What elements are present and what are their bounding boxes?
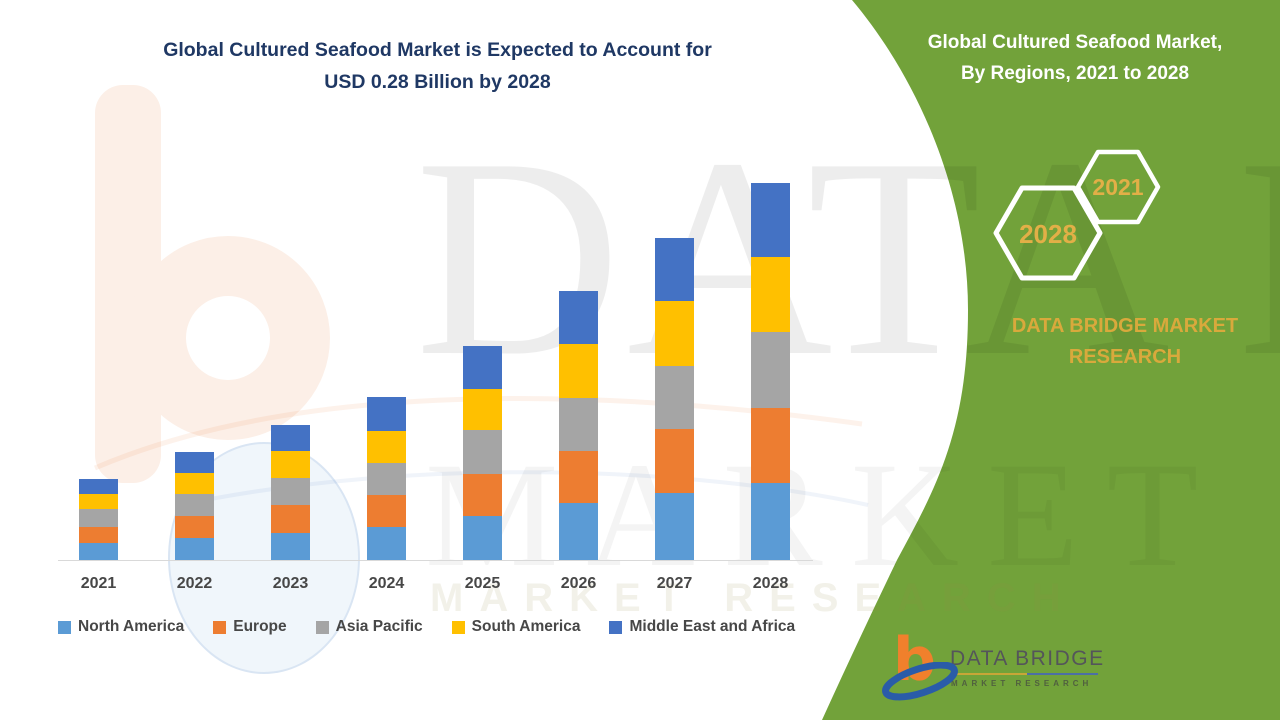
- legend-swatch-icon: [315, 620, 329, 634]
- legend-swatch-icon: [213, 620, 227, 634]
- legend-swatch-icon: [58, 620, 71, 634]
- x-axis-label-2024: 2024: [368, 575, 405, 592]
- legend-item: Asia Pacific: [315, 618, 423, 636]
- bar-segment-south-america: [559, 344, 598, 398]
- bar-2023: [271, 425, 310, 560]
- brand-text: DATA BRIDGE MARKET RESEARCH: [1011, 315, 1239, 368]
- bar-segment-europe: [175, 516, 214, 538]
- bar-segment-north-america: [655, 493, 694, 560]
- x-axis-line: [58, 560, 813, 561]
- bar-segment-middle-east-and-africa: [751, 183, 790, 257]
- hex-year-2028: 2028: [1019, 219, 1077, 249]
- x-axis-label-2021: 2021: [80, 575, 117, 592]
- bar-segment-europe: [463, 474, 502, 516]
- bar-segment-north-america: [367, 527, 406, 560]
- chart-title-line2: USD 0.28 Billion by 2028: [324, 71, 551, 93]
- bar-segment-asia-pacific: [271, 478, 310, 505]
- bar-2021: [79, 479, 118, 560]
- hex-year-2021: 2021: [1092, 174, 1144, 200]
- x-axis-label-2022: 2022: [176, 575, 213, 592]
- bar-segment-middle-east-and-africa: [655, 238, 694, 301]
- bar-segment-north-america: [79, 543, 118, 560]
- x-axis-label-2026: 2026: [560, 575, 597, 592]
- legend-label: Europe: [233, 618, 287, 635]
- chart-title-line1: Global Cultured Seafood Market is Expect…: [163, 39, 712, 61]
- bar-segment-south-america: [175, 473, 214, 494]
- legend-item: Middle East and Africa: [609, 618, 795, 636]
- bar-segment-middle-east-and-africa: [463, 346, 502, 389]
- legend-item: Europe: [213, 618, 287, 636]
- bar-segment-north-america: [751, 483, 790, 560]
- x-axis: 2021 2022 2023 2024 2025 2026 2027 2028: [0, 575, 830, 599]
- bar-segment-europe: [559, 451, 598, 503]
- bar-segment-north-america: [271, 533, 310, 560]
- logo-swoosh-icon: [882, 662, 958, 701]
- panel-title-line1: Global Cultured Seafood Market,: [927, 32, 1223, 53]
- logo-underline: [950, 673, 1098, 675]
- bar-2026: [559, 291, 598, 560]
- logo-name: DATA BRIDGE: [950, 647, 1105, 670]
- bar-segment-asia-pacific: [79, 509, 118, 527]
- x-axis-label-2023: 2023: [272, 575, 309, 592]
- bar-segment-south-america: [367, 431, 406, 463]
- bar-2022: [175, 452, 214, 560]
- legend-label: Asia Pacific: [335, 618, 423, 635]
- bar-segment-south-america: [271, 451, 310, 478]
- bar-segment-asia-pacific: [655, 366, 694, 429]
- bar-segment-middle-east-and-africa: [559, 291, 598, 344]
- bar-segment-north-america: [463, 516, 502, 560]
- bar-segment-asia-pacific: [463, 430, 502, 474]
- bar-2025: [463, 346, 502, 560]
- x-axis-label-2027: 2027: [656, 575, 693, 592]
- bar-2027: [655, 238, 694, 560]
- bar-segment-north-america: [175, 538, 214, 560]
- bar-segment-south-america: [463, 389, 502, 430]
- bar-segment-middle-east-and-africa: [271, 425, 310, 451]
- bar-2024: [367, 397, 406, 560]
- bar-segment-middle-east-and-africa: [79, 479, 118, 494]
- legend-swatch-icon: [609, 620, 623, 634]
- bar-segment-asia-pacific: [559, 398, 598, 451]
- bar-segment-europe: [271, 505, 310, 533]
- chart-plot: [79, 183, 790, 560]
- legend-label: Middle East and Africa: [629, 618, 796, 635]
- bar-segment-middle-east-and-africa: [175, 452, 214, 473]
- bar-segment-europe: [751, 408, 790, 483]
- bar-segment-south-america: [655, 301, 694, 366]
- green-panel-shape: [822, 0, 1280, 720]
- x-axis-label-2028: 2028: [752, 575, 789, 592]
- bar-segment-north-america: [559, 503, 598, 560]
- panel-title-line2: By Regions, 2021 to 2028: [960, 63, 1190, 84]
- bar-segment-europe: [367, 495, 406, 527]
- bar-segment-europe: [655, 429, 694, 493]
- bar-segment-middle-east-and-africa: [367, 397, 406, 431]
- legend: North America Europe Asia Pacific South Ame…: [58, 618, 795, 636]
- legend-label: North America: [78, 618, 185, 635]
- legend-item: South America: [451, 618, 581, 636]
- legend-swatch-icon: [451, 620, 465, 634]
- bar-segment-asia-pacific: [751, 332, 790, 408]
- bar-segment-asia-pacific: [175, 494, 214, 516]
- x-axis-label-2025: 2025: [464, 575, 501, 592]
- bar-segment-south-america: [79, 494, 118, 509]
- bar-segment-asia-pacific: [367, 463, 406, 495]
- chart-title: Global Cultured Seafood Market is Expect…: [85, 34, 790, 98]
- bar-segment-south-america: [751, 257, 790, 332]
- legend-label: South America: [471, 618, 581, 635]
- legend-item: North America: [58, 618, 184, 636]
- panel-title: Global Cultured Seafood Market, By Regio…: [875, 27, 1275, 89]
- logo-tagline: MARKET RESEARCH: [951, 679, 1093, 688]
- bar-segment-europe: [79, 527, 118, 543]
- bar-2028: [751, 183, 790, 560]
